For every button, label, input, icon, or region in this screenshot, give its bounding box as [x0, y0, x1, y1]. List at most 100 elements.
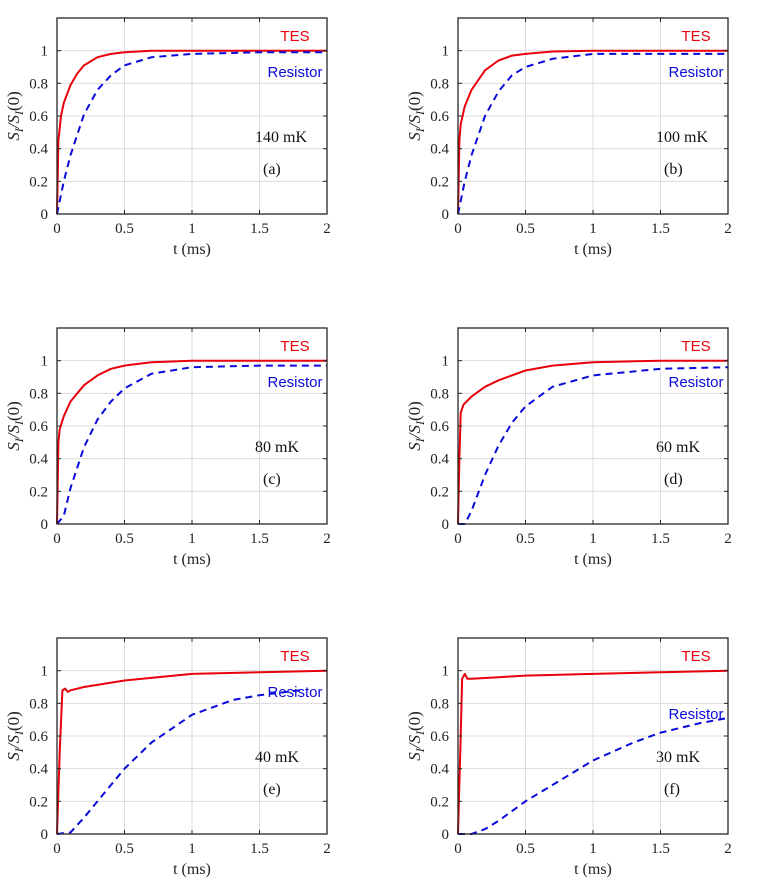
x-tick-label: 1.5 [250, 531, 269, 547]
legend-label-tes: TES [280, 648, 309, 665]
chart-panel-a: 0 0.5 1 1.5 2 0 0.2 0.4 0.6 0.8 1 t (ms) SI/SI(0) TES… [4, 17, 331, 258]
x-tick-label: 2 [724, 841, 732, 857]
temperature-annotation: 140 mK [255, 129, 307, 146]
x-tick-label: 1 [188, 531, 196, 547]
series-line-tes [457, 669, 729, 835]
legend-label-tes: TES [280, 338, 309, 355]
panel-label: (a) [263, 161, 281, 178]
chart-panel-d: 0 0.5 1 1.5 2 0 0.2 0.4 0.6 0.8 1 t (ms) SI/SI(0) TES… [405, 327, 732, 568]
y-axis-label: SI/SI(0) [405, 91, 427, 141]
y-tick-label: 1 [41, 44, 49, 60]
panel-label: (e) [263, 781, 281, 798]
y-tick-label: 0.6 [29, 419, 48, 435]
legend-label-tes: TES [681, 28, 710, 45]
x-axis-label: t (ms) [574, 551, 612, 568]
legend-label-tes: TES [280, 28, 309, 45]
x-tick-label: 1 [188, 841, 196, 857]
series-line-resistor [56, 364, 327, 525]
legend-label-resistor: Resistor [668, 64, 723, 81]
series-line-tes [56, 669, 328, 835]
x-tick-label: 2 [323, 221, 331, 237]
y-tick-label: 0.6 [430, 109, 449, 125]
x-tick-label: 0.5 [115, 221, 134, 237]
x-tick-label: 1.5 [250, 221, 269, 237]
y-tick-label: 0 [442, 827, 450, 843]
series-line-tes [56, 49, 327, 215]
y-tick-label: 0.4 [29, 142, 48, 158]
x-axis-label: t (ms) [173, 241, 211, 258]
x-tick-label: 0.5 [516, 221, 535, 237]
y-axis-label: SI/SI(0) [4, 91, 26, 141]
chart-panel-f: 0 0.5 1 1.5 2 0 0.2 0.4 0.6 0.8 1 t (ms) SI/SI(0) TES… [405, 637, 732, 878]
y-tick-label: 0.6 [430, 729, 449, 745]
chart-panel-e: 0 0.5 1 1.5 2 0 0.2 0.4 0.6 0.8 1 t (ms) SI/SI(0) TES… [4, 637, 331, 878]
x-tick-label: 1.5 [651, 531, 670, 547]
y-tick-label: 1 [41, 664, 49, 680]
y-tick-label: 0.8 [430, 76, 449, 92]
x-tick-label: 0.5 [516, 531, 535, 547]
panel-label: (d) [664, 471, 683, 488]
y-tick-label: 0.6 [29, 109, 48, 125]
chart-panel-b: 0 0.5 1 1.5 2 0 0.2 0.4 0.6 0.8 1 t (ms) SI/SI(0) TES… [405, 17, 732, 258]
x-tick-label: 0 [454, 841, 462, 857]
y-tick-label: 0.2 [430, 794, 449, 810]
x-axis-label: t (ms) [173, 551, 211, 568]
y-tick-label: 1 [442, 354, 450, 370]
temperature-annotation: 40 mK [255, 749, 299, 766]
legend-label-resistor: Resistor [267, 374, 322, 391]
legend-label-resistor: Resistor [668, 706, 723, 723]
x-axis-label: t (ms) [574, 241, 612, 258]
y-tick-label: 1 [442, 44, 450, 60]
series-line-tes [56, 359, 327, 525]
x-tick-label: 0 [53, 841, 61, 857]
y-tick-label: 0 [41, 207, 49, 223]
temperature-annotation: 60 mK [656, 439, 700, 456]
series-line-resistor [457, 52, 728, 215]
legend-label-resistor: Resistor [668, 374, 723, 391]
x-tick-label: 2 [724, 221, 732, 237]
temperature-annotation: 30 mK [656, 749, 700, 766]
legend-label-resistor: Resistor [267, 684, 322, 701]
x-tick-label: 2 [724, 531, 732, 547]
x-tick-label: 0 [454, 531, 462, 547]
series-line-resistor [458, 717, 729, 835]
x-tick-label: 1 [188, 221, 196, 237]
x-tick-label: 1.5 [651, 221, 670, 237]
x-tick-label: 0.5 [516, 841, 535, 857]
y-tick-label: 1 [442, 664, 450, 680]
y-tick-label: 0.2 [29, 174, 48, 190]
y-tick-label: 0 [41, 517, 49, 533]
y-tick-label: 0.8 [430, 696, 449, 712]
y-tick-label: 0.8 [29, 386, 48, 402]
y-axis-label: SI/SI(0) [4, 711, 26, 761]
y-tick-label: 0.4 [430, 762, 449, 778]
y-axis-label: SI/SI(0) [4, 401, 26, 451]
y-tick-label: 0.2 [29, 794, 48, 810]
x-tick-label: 0 [53, 221, 61, 237]
x-tick-label: 2 [323, 841, 331, 857]
y-tick-label: 0.6 [430, 419, 449, 435]
legend-label-resistor: Resistor [267, 64, 322, 81]
y-tick-label: 0.6 [29, 729, 48, 745]
series-line-tes [457, 49, 728, 215]
x-tick-label: 1 [589, 221, 597, 237]
panel-label: (f) [664, 781, 680, 798]
series-line-tes [457, 359, 728, 525]
temperature-annotation: 80 mK [255, 439, 299, 456]
temperature-annotation: 100 mK [656, 129, 708, 146]
y-tick-label: 0.4 [430, 452, 449, 468]
y-tick-label: 0.4 [29, 452, 48, 468]
x-axis-label: t (ms) [574, 861, 612, 878]
x-tick-label: 1 [589, 531, 597, 547]
y-tick-label: 0.4 [430, 142, 449, 158]
y-tick-label: 0.8 [29, 76, 48, 92]
y-tick-label: 0.8 [430, 386, 449, 402]
y-tick-label: 0 [442, 517, 450, 533]
x-tick-label: 1.5 [651, 841, 670, 857]
x-tick-label: 0.5 [115, 531, 134, 547]
series-line-resistor [56, 689, 301, 835]
y-tick-label: 0 [442, 207, 450, 223]
y-tick-label: 0 [41, 827, 49, 843]
x-tick-label: 2 [323, 531, 331, 547]
